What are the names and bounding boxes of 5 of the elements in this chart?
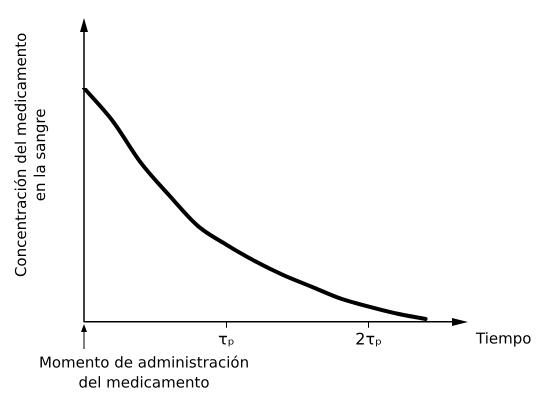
x-axis-title: Tiempo	[475, 330, 532, 348]
x-tick-label: τₚ	[218, 330, 235, 349]
y-axis-title: Concentración del medicamento en la sangre	[12, 32, 49, 278]
x-tick-label: 2τₚ	[355, 330, 382, 349]
text: Momento de administración del medicamento	[38, 354, 250, 392]
